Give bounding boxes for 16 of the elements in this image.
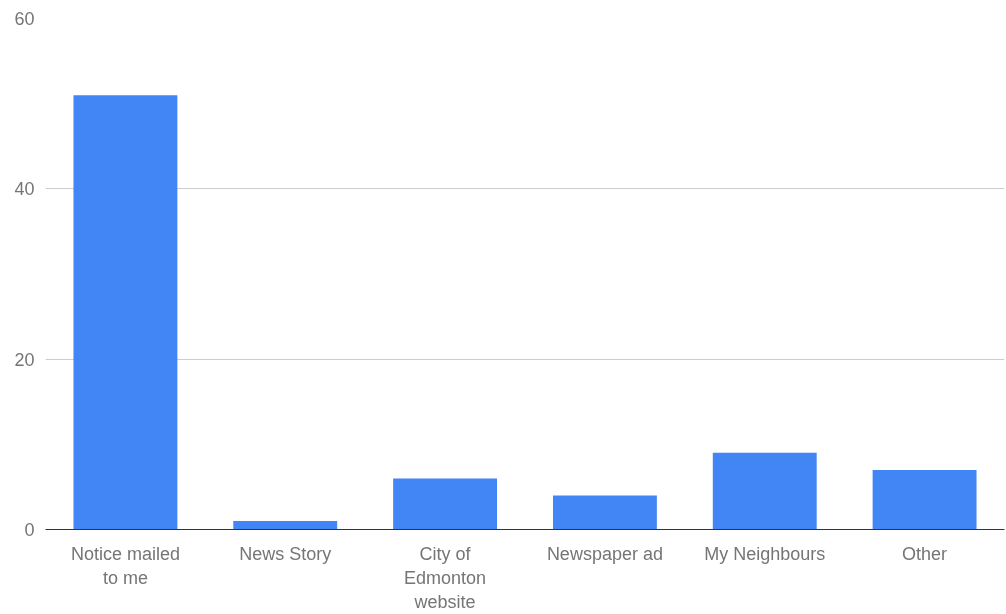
- x-tick-label: Notice mailed to me: [70, 543, 180, 588]
- bar: [712, 452, 817, 530]
- bar: [73, 95, 178, 530]
- y-tick-label: 60: [14, 9, 35, 29]
- x-tick-label: My Neighbours: [704, 543, 826, 564]
- bar: [552, 495, 657, 530]
- x-tick-label: News Story: [239, 543, 332, 564]
- bar: [872, 469, 977, 530]
- bar: [233, 520, 338, 530]
- x-tick-label: Newspaper ad: [546, 543, 663, 564]
- y-tick-label: 40: [14, 179, 35, 200]
- y-tick-label: 0: [24, 520, 35, 540]
- x-tick-label: Other: [902, 543, 948, 564]
- y-tick-label: 20: [14, 349, 35, 370]
- x-tick-label: City of Edmonton website: [404, 543, 487, 612]
- bar: [393, 478, 498, 530]
